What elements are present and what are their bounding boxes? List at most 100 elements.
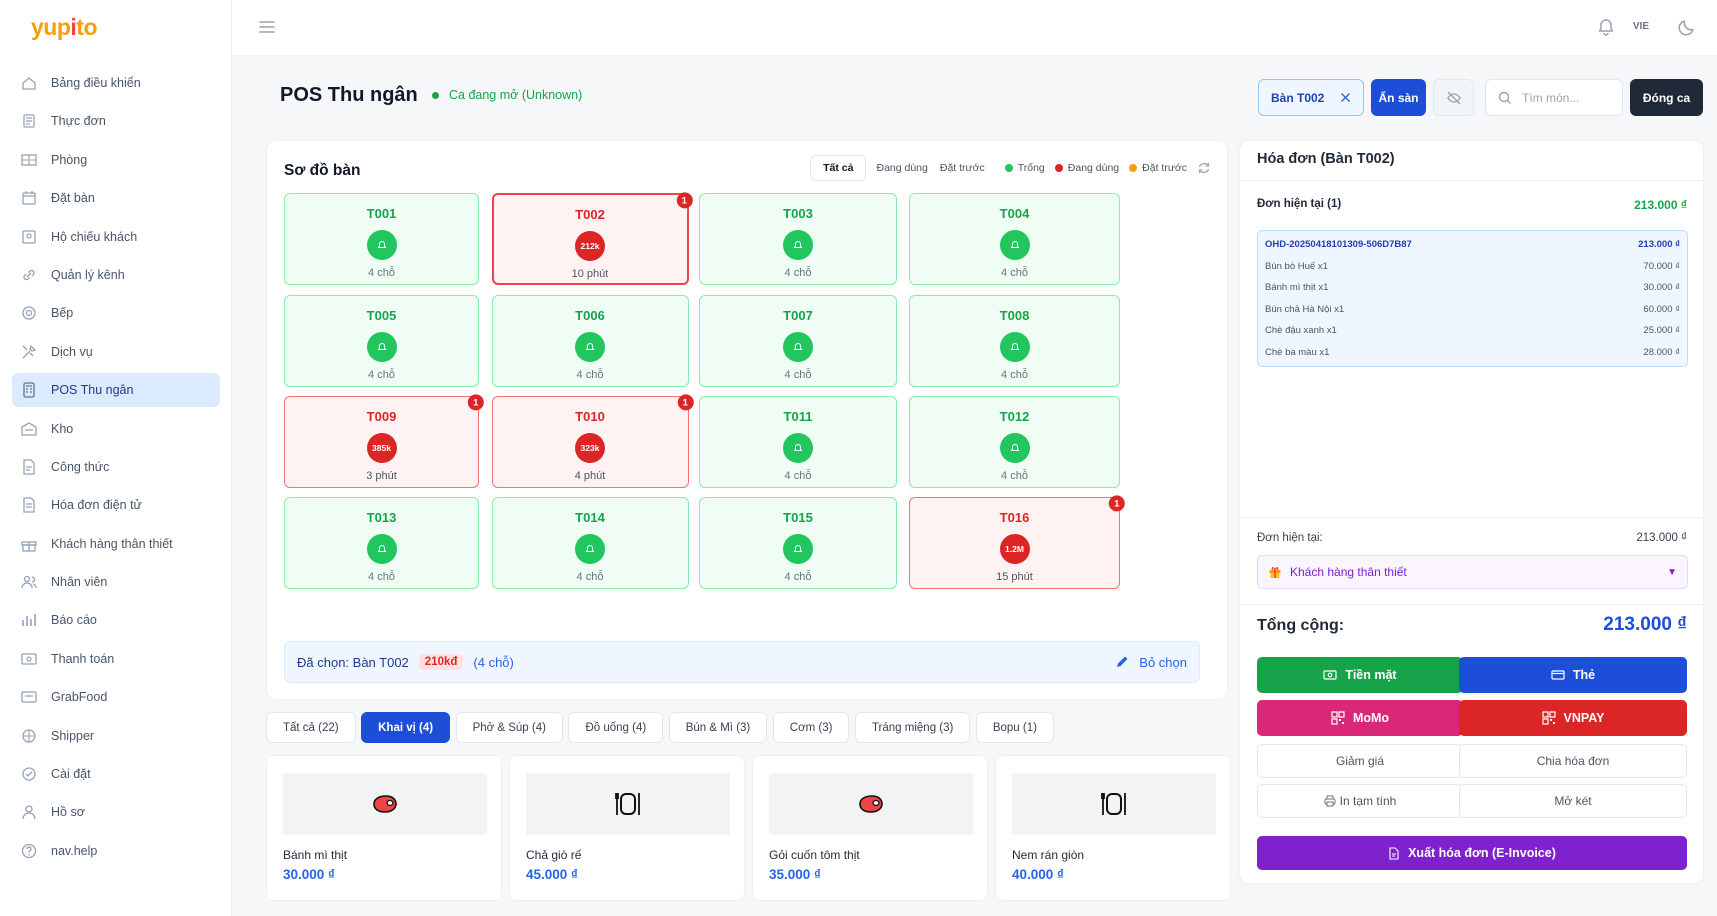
sidebar-item[interactable]: Shipper <box>12 719 220 753</box>
bell-icon[interactable] <box>1596 17 1616 37</box>
sidebar-item[interactable]: POS Thu ngân <box>12 373 220 408</box>
product-card[interactable]: Chả giò rế 45.000 ₫ <box>509 755 745 901</box>
table-card[interactable]: T009 385k 3 phút 1 <box>284 394 484 488</box>
category-tab[interactable]: Bún & Mì (3) <box>668 712 768 743</box>
sidebar-item[interactable]: Báo cáo <box>12 603 220 637</box>
hide-floor-button[interactable]: Ẩn sàn <box>1371 79 1426 116</box>
sidebar-item[interactable]: nav.help <box>12 834 220 868</box>
selected-table-chip[interactable]: Bàn T002 <box>1258 79 1364 116</box>
pay-momo-label: MoMo <box>1352 711 1390 725</box>
brand-logo[interactable]: yupito <box>31 14 97 40</box>
search-placeholder: Tìm món... <box>1522 90 1580 105</box>
sidebar-item[interactable]: Thực đơn <box>12 104 220 138</box>
category-tab[interactable]: Khai vị (4) <box>361 712 451 743</box>
sidebar-item[interactable]: Cài đặt <box>12 757 220 791</box>
table-free-indicator <box>783 332 813 362</box>
current-order-total: 213.000 ₫ <box>1634 198 1687 212</box>
filter-tab-in-use[interactable]: Đang dùng <box>876 162 928 174</box>
close-shift-button[interactable]: Đóng ca <box>1630 79 1703 116</box>
product-image <box>283 773 487 835</box>
sidebar-item[interactable]: Bảng điều khiển <box>12 66 220 100</box>
sidebar-item[interactable]: Quản lý kênh <box>12 258 220 292</box>
sidebar-item[interactable]: Đặt bàn <box>12 181 220 215</box>
chevron-down-icon: ▼ <box>1667 566 1677 578</box>
shift-status: Ca đang mở (Unknown) <box>432 88 582 102</box>
cash-icon <box>1323 670 1338 680</box>
category-tab[interactable]: Đồ uống (4) <box>568 712 664 743</box>
sidebar-item[interactable]: Dịch vụ <box>12 335 220 369</box>
pay-momo-button[interactable]: MoMo <box>1257 700 1463 736</box>
table-card[interactable]: T003 4 chỗ <box>699 193 897 285</box>
toggle-view-button[interactable] <box>1433 79 1474 116</box>
loyalty-customer-select[interactable]: Khách hàng thân thiết ▼ <box>1257 555 1688 589</box>
table-card[interactable]: T015 4 chỗ <box>699 497 897 589</box>
table-card[interactable]: T014 4 chỗ <box>491 497 689 589</box>
category-tab[interactable]: Tất cả (22) <box>266 712 356 743</box>
category-tab[interactable]: Cơm (3) <box>772 712 850 743</box>
sidebar-item[interactable]: Hồ sơ <box>12 795 220 829</box>
sidebar-item-label: Khách hàng thân thiết <box>51 536 173 551</box>
table-card[interactable]: T007 4 chỗ <box>699 295 897 387</box>
language-switch[interactable]: VIE <box>1632 21 1649 32</box>
unselect-button[interactable]: Bỏ chọn <box>1115 655 1187 670</box>
table-name: T006 <box>575 308 605 323</box>
product-card[interactable]: Nem rán giòn 40.000 ₫ <box>995 755 1231 901</box>
table-card[interactable]: T016 1.2M 15 phút 1 <box>909 495 1125 589</box>
sidebar-item[interactable]: Hóa đơn điện tử <box>12 488 220 522</box>
floor-map-title: Sơ đồ bàn <box>284 162 361 179</box>
invoice-panel: Hóa đơn (Bàn T002) Đơn hiện tại (1) 213.… <box>1239 140 1704 884</box>
table-subtext: 4 chỗ <box>576 571 604 583</box>
report-icon <box>22 614 36 627</box>
sidebar-item[interactable]: Kho <box>12 412 220 446</box>
table-card[interactable]: T011 4 chỗ <box>699 396 897 488</box>
pay-card-button[interactable]: Thẻ <box>1459 657 1687 693</box>
discount-button[interactable]: Giảm giá <box>1257 744 1463 778</box>
e-invoice-button[interactable]: Xuất hóa đơn (E-Invoice) <box>1257 836 1687 870</box>
table-card[interactable]: T006 4 chỗ <box>491 295 689 387</box>
pay-cash-button[interactable]: Tiền mặt <box>1257 657 1463 693</box>
sidebar-item[interactable]: GrabFood <box>12 680 220 714</box>
sidebar-item[interactable]: Công thức <box>12 450 220 484</box>
table-card[interactable]: T012 4 chỗ <box>909 396 1120 488</box>
sidebar-item[interactable]: Khách hàng thân thiết <box>12 527 220 561</box>
order-box[interactable]: OHD-20250418101309-506D7B87 213.000 ₫ Bún… <box>1257 230 1688 367</box>
category-tab[interactable]: Bopu (1) <box>975 712 1054 743</box>
category-tab[interactable]: Phở & Súp (4) <box>455 712 563 743</box>
legend-dot <box>1129 164 1138 172</box>
filter-tab-reserved[interactable]: Đặt trước <box>939 162 985 174</box>
selected-table-bar: Đã chọn: Bàn T002 210kđ (4 chỗ) Bỏ chọn <box>284 641 1200 683</box>
order-total: 213.000 ₫ <box>1638 239 1680 251</box>
table-subtext: 4 chỗ <box>784 369 812 381</box>
open-drawer-button[interactable]: Mở két <box>1459 784 1687 818</box>
order-item-price: 30.000 ₫ <box>1643 282 1680 294</box>
plate-cutlery-icon <box>615 793 640 815</box>
pay-vnpay-button[interactable]: VNPAY <box>1459 700 1687 736</box>
table-card[interactable]: T013 4 chỗ <box>284 497 479 589</box>
table-card[interactable]: T004 4 chỗ <box>909 193 1120 285</box>
table-card[interactable]: T005 4 chỗ <box>284 295 479 387</box>
table-card[interactable]: T002 212k 10 phút 1 <box>491 192 693 285</box>
sidebar-item[interactable]: Bếp <box>12 296 220 330</box>
product-image <box>526 773 730 835</box>
table-card[interactable]: T010 323k 4 phút 1 <box>491 394 694 488</box>
print-preview-button[interactable]: In tạm tính <box>1257 784 1463 818</box>
sidebar-item[interactable]: Thanh toán <box>12 642 220 676</box>
refresh-icon[interactable] <box>1197 161 1211 175</box>
product-card[interactable]: Bánh mì thịt 30.000 ₫ <box>266 755 502 901</box>
passport-icon <box>22 229 36 244</box>
hamburger-menu-icon[interactable] <box>258 18 276 36</box>
category-tab[interactable]: Tráng miệng (3) <box>854 712 971 743</box>
sidebar-item[interactable]: Hộ chiếu khách <box>12 220 220 254</box>
sidebar-item[interactable]: Nhân viên <box>12 565 220 599</box>
moon-icon[interactable] <box>1677 17 1697 37</box>
legend-label: Đang dùng <box>1067 162 1120 174</box>
split-bill-button[interactable]: Chia hóa đơn <box>1459 744 1687 778</box>
table-card[interactable]: T008 4 chỗ <box>909 295 1120 387</box>
table-card[interactable]: T001 4 chỗ <box>284 193 479 285</box>
close-icon[interactable] <box>1340 92 1351 103</box>
filter-tab-all[interactable]: Tất cả <box>810 155 867 181</box>
sidebar-item[interactable]: Phòng <box>12 143 220 177</box>
search-input[interactable]: Tìm món... <box>1485 79 1623 116</box>
product-card[interactable]: Gỏi cuốn tôm thịt 35.000 ₫ <box>752 755 988 901</box>
bell-icon <box>377 342 386 350</box>
